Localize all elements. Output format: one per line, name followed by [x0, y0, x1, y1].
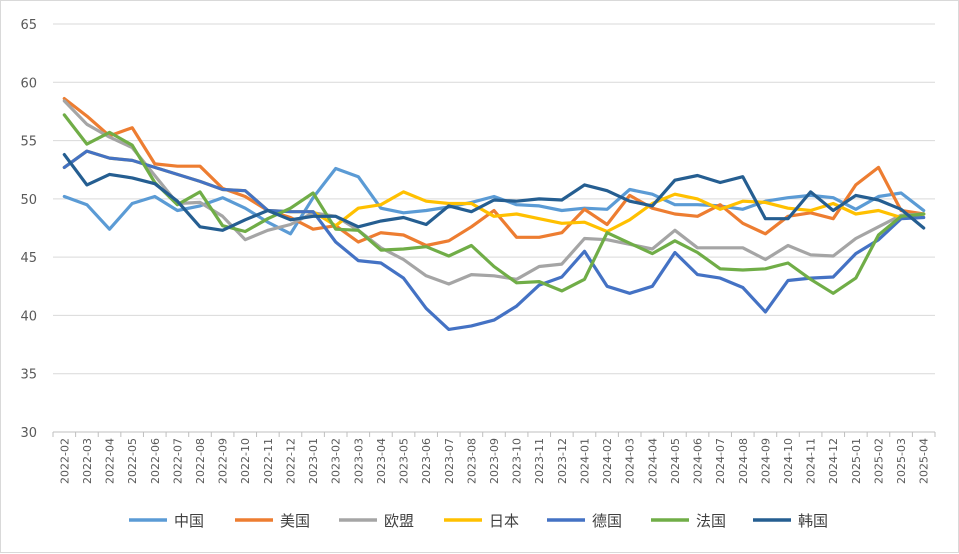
y-tick-label: 30: [20, 426, 37, 441]
x-tick-label: 2024-09: [759, 438, 772, 484]
x-tick-label: 2023-12: [556, 438, 569, 484]
series-line-6: [62, 153, 926, 232]
gridlines: [53, 23, 935, 433]
series-line-2: [62, 99, 926, 286]
y-tick-label: 35: [20, 368, 37, 383]
series-line-1: [62, 96, 926, 248]
x-tick-label: 2022-04: [104, 438, 117, 484]
x-tick-label: 2024-11: [805, 438, 818, 484]
x-tick-label: 2023-10: [511, 438, 524, 484]
x-tick-label: 2025-02: [872, 438, 885, 484]
x-tick-label: 2023-09: [488, 438, 501, 484]
x-tick-label: 2023-03: [352, 438, 365, 484]
x-tick-label: 2022-09: [217, 438, 230, 484]
y-tick-label: 65: [20, 18, 37, 33]
legend-label: 美国: [280, 512, 310, 530]
x-tick-label: 2022-05: [126, 438, 139, 484]
x-axis-tick-labels: 2022-02 2022-03 2022-04 2022-05 2022-06 2022-…: [52, 432, 936, 484]
legend-label: 法国: [696, 512, 726, 530]
x-tick-label: 2024-05: [669, 438, 682, 484]
y-tick-label: 55: [20, 135, 37, 150]
x-tick-label: 2023-06: [420, 438, 433, 484]
x-tick-label: 2024-01: [578, 438, 591, 484]
y-tick-label: 60: [20, 76, 37, 91]
x-tick-label: 2023-07: [443, 438, 456, 484]
y-tick-label: 45: [20, 251, 37, 266]
x-tick-label: 2022-10: [239, 438, 252, 484]
x-tick-label: 2022-11: [262, 438, 275, 484]
x-tick-label: 2023-05: [398, 438, 411, 484]
series-line-4: [62, 149, 926, 331]
x-tick-label: 2022-12: [284, 438, 297, 484]
y-axis-tick-labels: 30 35 40 45 50 55 60 65: [20, 18, 37, 441]
x-tick-label: 2024-04: [646, 438, 659, 484]
y-tick-label: 40: [20, 309, 37, 324]
legend-label: 日本: [489, 512, 519, 530]
legend-label: 德国: [592, 512, 622, 530]
x-tick-label: 2024-02: [601, 438, 614, 484]
x-tick-label: 2024-08: [737, 438, 750, 484]
series-line-5: [62, 113, 926, 295]
legend-label: 中国: [174, 512, 204, 530]
x-tick-label: 2024-06: [692, 438, 705, 484]
x-tick-label: 2024-07: [714, 438, 727, 484]
x-tick-label: 2024-12: [827, 438, 840, 484]
x-tick-label: 2023-02: [330, 438, 343, 484]
series-lines: [62, 96, 926, 331]
x-tick-label: 2022-06: [149, 438, 162, 484]
legend-label: 韩国: [798, 512, 828, 530]
x-tick-label: 2022-07: [171, 438, 184, 484]
x-tick-label: 2022-02: [58, 438, 71, 484]
legend: 中国 美国 欧盟 日本 德国 法国 韩国: [129, 512, 828, 530]
x-tick-label: 2025-04: [918, 438, 931, 484]
y-tick-label: 50: [20, 193, 37, 208]
x-tick-label: 2022-03: [81, 438, 94, 484]
x-tick-label: 2023-08: [465, 438, 478, 484]
x-tick-label: 2024-10: [782, 438, 795, 484]
x-tick-label: 2023-11: [533, 438, 546, 484]
x-tick-label: 2022-08: [194, 438, 207, 484]
x-tick-label: 2025-01: [850, 438, 863, 484]
legend-label: 欧盟: [384, 512, 414, 530]
x-tick-label: 2023-04: [375, 438, 388, 484]
x-tick-label: 2025-03: [895, 438, 908, 484]
x-tick-label: 2023-01: [307, 438, 320, 484]
x-tick-label: 2024-03: [624, 438, 637, 484]
